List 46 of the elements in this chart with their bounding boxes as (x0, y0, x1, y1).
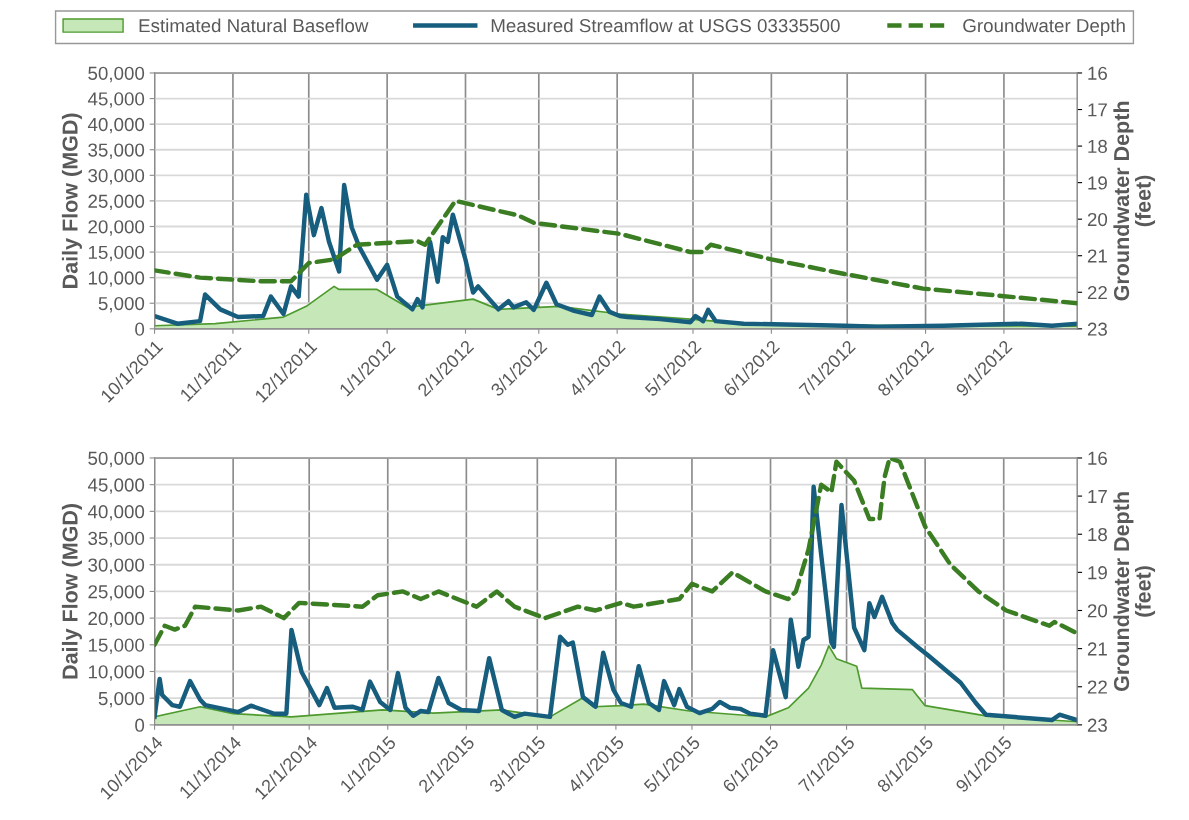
y2-tick-label: 18 (1088, 139, 1107, 154)
y-tick-label: 15,000 (88, 638, 145, 654)
y-tick-label: 10,000 (88, 665, 145, 681)
y-tick-label: 40,000 (87, 505, 145, 521)
y-tick-label: 25,000 (88, 585, 145, 601)
y2-tick-label: 19 (1088, 176, 1107, 190)
y2-tick-label: 17 (1088, 489, 1107, 503)
y-tick-label: 35,000 (88, 143, 145, 159)
legend-label: Measured Streamflow at USGS 03335500 (491, 18, 840, 33)
y2-tick-label: 22 (1087, 680, 1107, 694)
y2-tick-label: 18 (1088, 527, 1107, 542)
y2-tick-label: 23 (1087, 322, 1107, 336)
y2-tick-label: 23 (1087, 718, 1107, 732)
y-tick-label: 40,000 (87, 117, 145, 134)
y-axis-title: Daily Flow (MGD) (61, 503, 82, 679)
y2-tick-label: 20 (1087, 604, 1108, 618)
y2-tick-label: 21 (1087, 642, 1107, 656)
y-tick-label: 35,000 (88, 531, 145, 548)
y2-tick-label: 19 (1088, 566, 1107, 580)
y-tick-label: 0 (135, 322, 145, 336)
y-tick-label: 45,000 (87, 478, 145, 494)
y-tick-label: 15,000 (88, 245, 145, 262)
y-tick-label: 30,000 (88, 169, 145, 185)
y2-tick-label: 16 (1088, 451, 1107, 465)
y-tick-label: 25,000 (88, 194, 145, 211)
y2-tick-label: 22 (1087, 285, 1107, 300)
y-axis-title: Daily Flow (MGD) (61, 113, 82, 288)
y-tick-label: 45,000 (87, 92, 145, 108)
y-tick-label: 20,000 (88, 220, 145, 236)
y2-tick-label: 21 (1087, 249, 1107, 263)
y-tick-label: 5,000 (98, 691, 145, 708)
line-series (154, 198, 1078, 306)
y2-tick-label: 16 (1088, 66, 1107, 80)
legend-label: Groundwater Depth (963, 18, 1125, 36)
y2-tick-label: 20 (1087, 212, 1108, 227)
y-tick-label: 30,000 (88, 558, 145, 574)
y-tick-label: 5,000 (98, 296, 145, 313)
y-tick-label: 50,000 (88, 66, 145, 83)
y2-axis-title: Groundwater Depth (feet) (1113, 492, 1156, 691)
y-tick-label: 10,000 (88, 271, 145, 287)
y-tick-label: 50,000 (88, 451, 145, 468)
y-tick-label: 20,000 (88, 611, 145, 628)
y2-axis-title: Groundwater Depth (feet) (1113, 101, 1156, 301)
y-tick-label: 0 (135, 718, 145, 732)
y2-tick-label: 17 (1088, 103, 1107, 117)
legend-label: Estimated Natural Baseflow (139, 18, 369, 33)
